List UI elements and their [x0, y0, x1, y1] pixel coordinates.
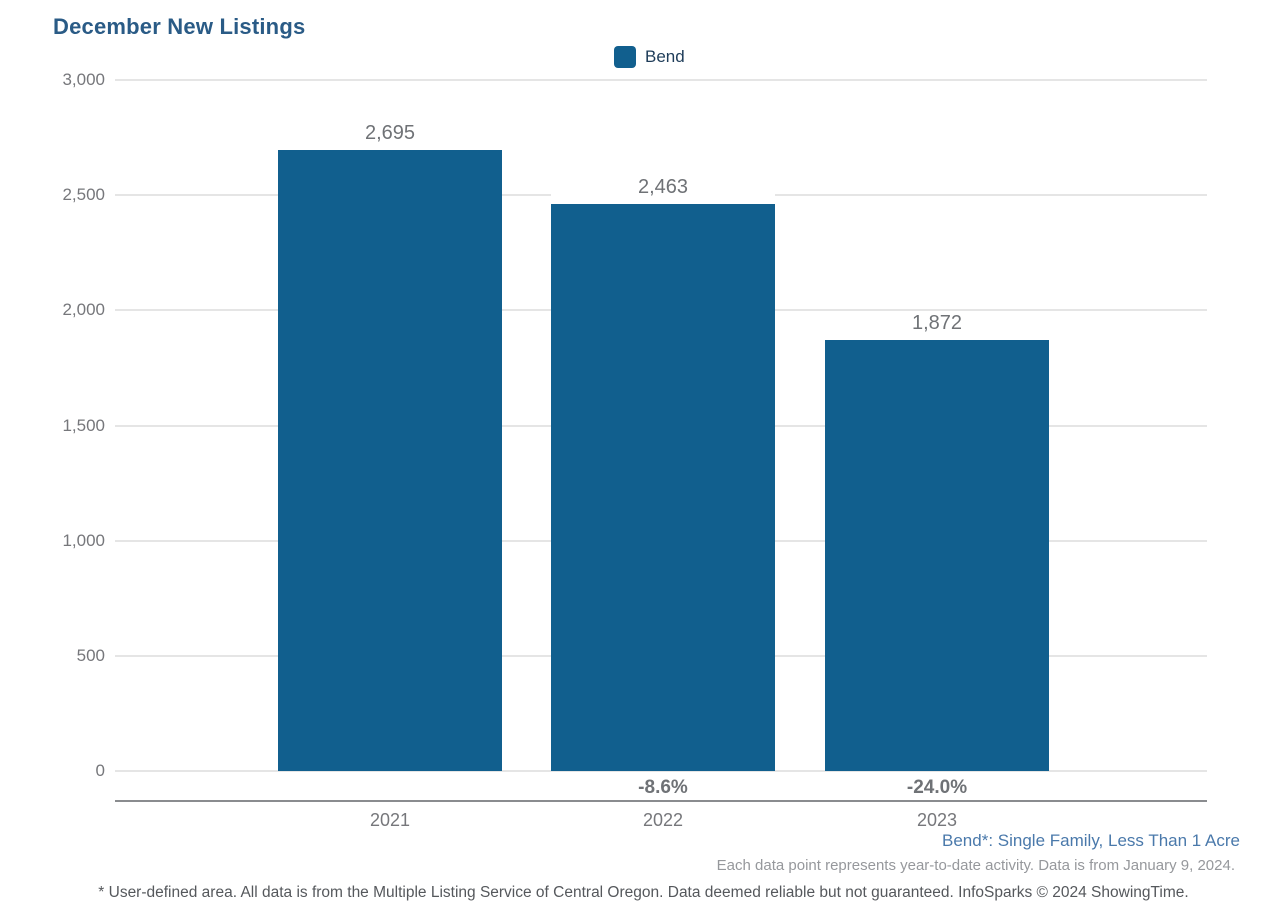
- legend-swatch-icon: [614, 46, 636, 68]
- legend-item-bend[interactable]: Bend: [614, 46, 685, 68]
- pct-change-label-2022: -8.6%: [638, 777, 688, 798]
- x-axis-line: [115, 800, 1207, 802]
- bar-2023[interactable]: [825, 339, 1049, 771]
- x-axis-label-2023: 2023: [916, 810, 958, 830]
- bar-2021[interactable]: [278, 150, 502, 771]
- annotation-data-note: Each data point represents year-to-date …: [716, 857, 1235, 874]
- annotation-series-note: Bend*: Single Family, Less Than 1 Acre: [942, 831, 1240, 850]
- gridline-3000: [115, 79, 1207, 81]
- bar-value-label-2023: 1,872: [825, 311, 1049, 335]
- x-axis-label-2021: 2021: [369, 810, 411, 830]
- y-axis-tick-label: 1,000: [62, 530, 105, 550]
- chart-title: December New Listings: [53, 14, 306, 39]
- bar-value-label-2021: 2,695: [278, 122, 502, 146]
- y-axis-tick-label: 0: [95, 761, 105, 780]
- annotation-footnote: * User-defined area. All data is from th…: [98, 884, 1189, 901]
- y-axis-tick-label: 3,000: [62, 70, 105, 89]
- y-axis-tick-label: 2,000: [62, 300, 105, 320]
- gridline-0: [115, 770, 1207, 772]
- legend-label: Bend: [645, 47, 685, 66]
- pct-change-label-2023: -24.0%: [906, 777, 968, 798]
- bar-value-label-2022: 2,463: [551, 175, 775, 199]
- y-axis-tick-label: 1,500: [62, 415, 105, 435]
- y-axis-tick-label: 500: [76, 645, 105, 665]
- x-axis-label-2022: 2022: [642, 810, 684, 830]
- y-axis-tick-label: 2,500: [62, 185, 105, 205]
- bar-2022[interactable]: [551, 203, 775, 771]
